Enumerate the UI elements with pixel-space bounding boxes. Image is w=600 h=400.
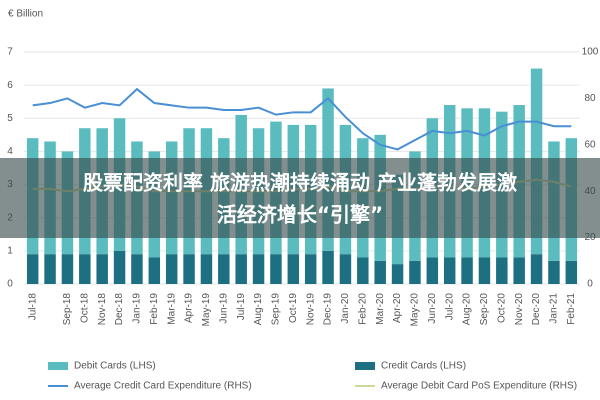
legend-swatch (355, 362, 375, 370)
bar (252, 254, 265, 284)
bar (61, 254, 74, 284)
bar (218, 254, 230, 284)
y2-tick-label: 60 (584, 139, 596, 150)
y-tick-label: 6 (7, 80, 13, 91)
bar (235, 254, 247, 284)
bar (165, 254, 178, 284)
bar (322, 250, 334, 284)
bar (530, 254, 543, 284)
x-tick-label: Jul-19 (236, 293, 247, 321)
chart-title: € Billion (8, 9, 43, 20)
x-tick-label: Feb-19 (149, 293, 160, 325)
bar (496, 257, 508, 284)
x-tick-label: Jul-18 (27, 293, 38, 321)
bar (461, 257, 473, 284)
x-tick-label: Oct-20 (496, 293, 507, 323)
x-tick-label: Nov-18 (97, 293, 108, 326)
x-tick-label: Jan-19 (132, 293, 143, 324)
banner-text: 股票配资利率 旅游热潮持续涌动 产业蓬勃发展激 (83, 171, 517, 195)
x-tick-label: Dec-20 (531, 293, 542, 326)
x-tick-label: Apr-20 (392, 293, 403, 323)
bar (426, 257, 439, 284)
x-tick-label: May-19 (201, 293, 212, 327)
x-tick-label: Oct-19 (288, 293, 299, 323)
bar (565, 260, 578, 284)
x-tick-label: Aug-20 (462, 293, 473, 326)
legend-label: Average Debit Card PoS Expenditure (RHS) (381, 381, 577, 392)
legend-label: Credit Cards (LHS) (381, 361, 466, 372)
y2-tick-label: 100 (582, 47, 599, 58)
bar (79, 254, 91, 284)
x-tick-label: Sep-18 (62, 293, 73, 326)
bar (26, 254, 39, 284)
y2-tick-label: 0 (587, 279, 593, 290)
x-tick-label: Jul-20 (444, 293, 455, 321)
bar (270, 254, 282, 284)
x-tick-label: Aug-19 (253, 293, 264, 326)
x-tick-label: Dec-18 (114, 293, 125, 326)
bar (287, 254, 300, 284)
x-tick-label: Sep-19 (271, 293, 282, 326)
y2-tick-label: 80 (584, 93, 596, 104)
x-tick-label: Feb-21 (566, 293, 577, 325)
bar (513, 257, 525, 284)
y-tick-label: 1 (7, 245, 13, 256)
y-tick-label: 5 (7, 113, 13, 124)
bar (148, 257, 161, 284)
bar (44, 254, 56, 284)
bar (200, 254, 213, 284)
x-tick-label: Nov-20 (514, 293, 525, 326)
bar (96, 254, 108, 284)
legend-label: Average Credit Card Expenditure (RHS) (74, 381, 252, 392)
banner-background (0, 158, 600, 238)
x-tick-label: Jan-21 (549, 293, 560, 324)
x-tick-label: Jan-20 (340, 293, 351, 324)
x-tick-label: Mar-20 (375, 293, 386, 325)
bar (304, 254, 317, 284)
x-tick-label: Jun-19 (218, 293, 229, 324)
bar (183, 254, 195, 284)
x-tick-label: May-20 (410, 293, 421, 327)
line (32, 87, 572, 151)
x-tick-label: Oct-18 (79, 293, 90, 323)
bar (339, 254, 352, 284)
bar (391, 264, 404, 284)
bar (409, 260, 421, 284)
legend-label: Debit Cards (LHS) (74, 361, 156, 372)
bar (548, 260, 560, 284)
x-tick-label: Jun-20 (427, 293, 438, 324)
bar (357, 257, 369, 284)
bar (443, 257, 456, 284)
x-tick-label: Apr-19 (184, 293, 195, 323)
x-tick-label: Dec-19 (323, 293, 334, 326)
x-tick-label: Sep-20 (479, 293, 490, 326)
bar (374, 260, 386, 284)
x-tick-label: Mar-19 (166, 293, 177, 325)
y-tick-label: 4 (7, 146, 13, 157)
y-tick-label: 0 (7, 279, 13, 290)
banner-text: 活经济增长“引擎” (217, 203, 383, 227)
bar (478, 257, 491, 284)
legend-swatch (48, 362, 68, 370)
x-tick-label: Feb-20 (357, 293, 368, 325)
y-tick-label: 7 (7, 47, 13, 58)
bar (131, 254, 143, 284)
bar (113, 250, 126, 284)
x-tick-label: Nov-19 (305, 293, 316, 326)
